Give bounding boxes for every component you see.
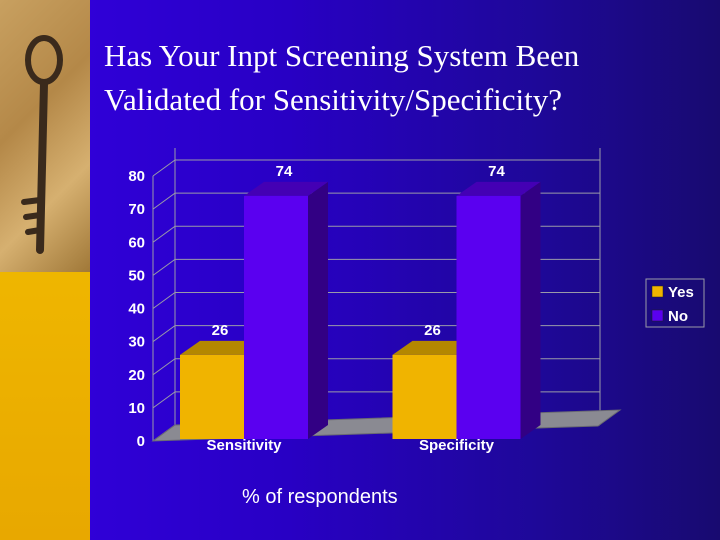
- gridline: [152, 159, 600, 177]
- bars: [180, 181, 541, 439]
- bar-front: [456, 195, 521, 439]
- bar-front: [392, 354, 457, 439]
- title-line-2: Validated for Sensitivity/Specificity?: [104, 82, 563, 117]
- bar-top: [244, 181, 328, 196]
- key-photo: [0, 0, 90, 272]
- bar-side: [308, 181, 328, 439]
- title-line-1: Has Your Inpt Screening System Been: [104, 38, 580, 73]
- page-title: Has Your Inpt Screening System Been Vali…: [104, 34, 704, 122]
- data-label: 74: [488, 163, 505, 180]
- data-labels: 26 74 Sensitivity 26 74 Specificity: [206, 163, 505, 454]
- bar-top: [392, 340, 477, 355]
- key-icon: [21, 35, 63, 254]
- y-tick-label: 80: [128, 168, 145, 185]
- data-label: 26: [424, 322, 441, 339]
- footer-label: % of respondents: [242, 486, 398, 508]
- y-tick-label: 70: [128, 201, 145, 218]
- data-label: 26: [212, 322, 229, 339]
- y-tick-label: 30: [128, 334, 145, 351]
- y-tick-labels: 0 10 20 30 40 50 60 70 80: [128, 168, 145, 450]
- y-tick-label: 50: [128, 267, 145, 284]
- legend-swatch: [651, 285, 664, 298]
- y-tick-label: 0: [137, 433, 145, 450]
- legend-label: Yes: [668, 284, 694, 301]
- data-label: 74: [276, 163, 293, 180]
- bar-top: [180, 340, 264, 355]
- bar-no-sensitivity: [244, 181, 328, 439]
- x-category-label: Sensitivity: [206, 437, 282, 454]
- bar-front: [180, 354, 244, 439]
- legend-label: No: [668, 308, 688, 325]
- x-category-label: Specificity: [419, 437, 495, 454]
- bar-top: [456, 181, 541, 196]
- legend-box: [645, 278, 705, 328]
- legend-swatch: [651, 309, 664, 322]
- y-tick-label: 40: [128, 301, 145, 318]
- y-tick-label: 60: [128, 234, 145, 251]
- y-tick-label: 10: [128, 400, 145, 417]
- bar-no-specificity: [456, 181, 541, 439]
- y-tick-label: 20: [128, 367, 145, 384]
- bar-front: [244, 195, 308, 439]
- bar-side: [520, 181, 541, 439]
- gridline: [152, 192, 600, 210]
- legend: Yes No: [645, 278, 705, 328]
